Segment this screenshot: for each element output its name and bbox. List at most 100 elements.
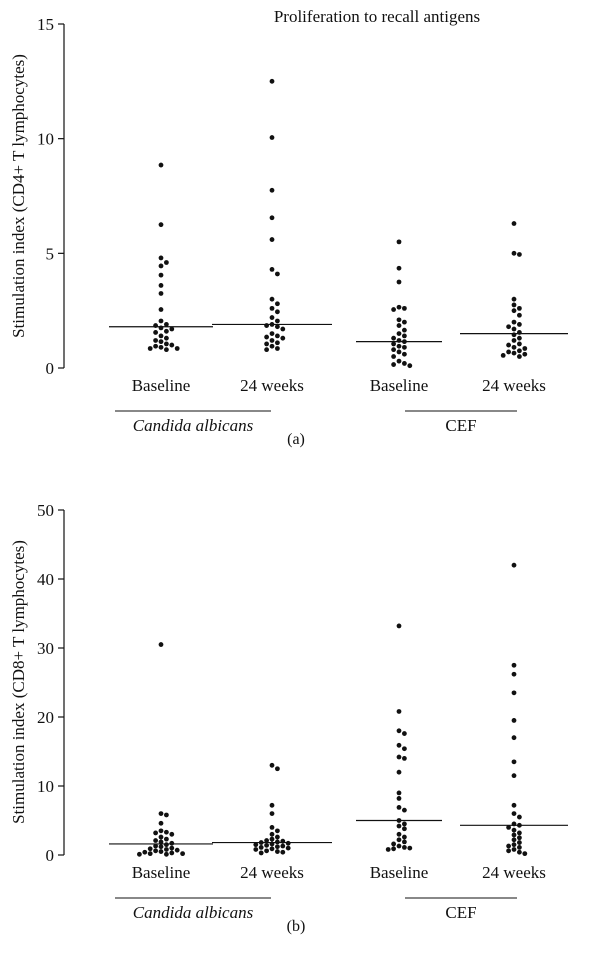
y-tick-label: 10 bbox=[37, 777, 54, 796]
data-point bbox=[153, 838, 159, 843]
data-point bbox=[269, 846, 275, 852]
data-point bbox=[158, 318, 164, 324]
data-point bbox=[269, 836, 275, 842]
data-point bbox=[402, 344, 407, 350]
data-point bbox=[169, 831, 175, 837]
data-point bbox=[511, 759, 517, 765]
data-point bbox=[158, 222, 164, 228]
data-point bbox=[269, 78, 275, 84]
data-point bbox=[164, 341, 169, 347]
data-point bbox=[391, 335, 396, 341]
data-point bbox=[158, 811, 164, 816]
data-point bbox=[511, 662, 517, 668]
data-point bbox=[269, 266, 275, 272]
data-point bbox=[396, 831, 402, 837]
data-point bbox=[517, 354, 522, 359]
data-point bbox=[280, 326, 286, 332]
y-axis-label: Stimulation index (CD8+ T lymphocytes) bbox=[9, 540, 28, 824]
data-point bbox=[269, 322, 275, 327]
data-point bbox=[264, 341, 269, 347]
data-point bbox=[147, 851, 153, 857]
x-category-label: 24 weeks bbox=[240, 863, 304, 882]
data-point bbox=[517, 305, 522, 311]
panel-b-chart: Stimulation index (CD8+ T lymphocytes) (… bbox=[9, 501, 568, 935]
group-label: CEF bbox=[445, 903, 476, 922]
data-point bbox=[506, 349, 511, 355]
data-point bbox=[511, 319, 517, 325]
data-point bbox=[264, 323, 269, 328]
data-point bbox=[396, 804, 402, 810]
data-point bbox=[506, 848, 511, 854]
data-point bbox=[511, 847, 517, 852]
y-tick-label: 20 bbox=[37, 708, 54, 727]
data-point bbox=[511, 221, 517, 226]
x-category-label: Baseline bbox=[370, 863, 429, 882]
data-point bbox=[158, 339, 164, 345]
data-point bbox=[396, 343, 402, 349]
data-point bbox=[396, 349, 402, 355]
data-point bbox=[385, 847, 391, 852]
data-point bbox=[402, 351, 407, 357]
panel-label: (a) bbox=[287, 431, 305, 448]
data-point bbox=[407, 845, 413, 851]
data-point bbox=[511, 344, 517, 350]
data-point bbox=[158, 834, 164, 840]
data-point bbox=[511, 811, 517, 816]
y-tick-label: 0 bbox=[46, 846, 55, 865]
data-point bbox=[275, 340, 280, 346]
data-point bbox=[511, 773, 517, 779]
data-point bbox=[275, 839, 280, 845]
data-point bbox=[164, 836, 169, 842]
x-category-label: Baseline bbox=[132, 376, 191, 395]
data-point bbox=[269, 305, 275, 311]
data-point bbox=[391, 347, 396, 353]
data-point bbox=[396, 843, 402, 849]
data-point bbox=[253, 847, 259, 852]
data-point bbox=[402, 327, 407, 333]
data-point bbox=[511, 326, 517, 332]
data-point bbox=[137, 851, 142, 857]
data-point bbox=[517, 322, 522, 327]
data-point bbox=[153, 338, 159, 343]
data-point bbox=[153, 843, 159, 849]
data-point bbox=[269, 343, 275, 349]
data-point bbox=[396, 742, 402, 748]
data-point bbox=[511, 821, 517, 827]
data-point bbox=[522, 346, 528, 351]
data-point bbox=[517, 335, 522, 341]
data-point bbox=[164, 847, 169, 852]
data-point bbox=[402, 807, 407, 813]
data-point bbox=[402, 319, 407, 325]
data-point bbox=[391, 362, 396, 367]
data-point bbox=[269, 831, 275, 837]
data-point bbox=[402, 756, 407, 761]
panel-label: (b) bbox=[287, 918, 306, 935]
data-point bbox=[402, 826, 407, 832]
data-point bbox=[158, 325, 164, 331]
data-point bbox=[164, 335, 169, 341]
data-point bbox=[269, 762, 275, 768]
data-point bbox=[269, 331, 275, 336]
data-point bbox=[285, 845, 291, 851]
data-point bbox=[517, 840, 522, 845]
group-label: Candida albicans bbox=[133, 416, 254, 435]
data-point bbox=[396, 358, 402, 364]
data-point bbox=[391, 354, 396, 359]
data-point bbox=[396, 709, 402, 714]
data-point bbox=[402, 746, 407, 752]
data-point bbox=[402, 839, 407, 845]
data-point bbox=[275, 309, 280, 315]
data-point bbox=[253, 842, 259, 848]
data-point bbox=[396, 796, 402, 801]
data-point bbox=[275, 346, 280, 351]
y-tick-label: 40 bbox=[37, 570, 54, 589]
data-point bbox=[158, 820, 164, 826]
data-point bbox=[396, 338, 402, 343]
data-point bbox=[269, 215, 275, 221]
y-tick-label: 15 bbox=[37, 15, 54, 34]
data-point bbox=[153, 330, 159, 335]
data-point bbox=[506, 825, 511, 830]
data-point bbox=[391, 846, 396, 852]
data-point bbox=[280, 843, 286, 849]
data-point bbox=[158, 839, 164, 845]
